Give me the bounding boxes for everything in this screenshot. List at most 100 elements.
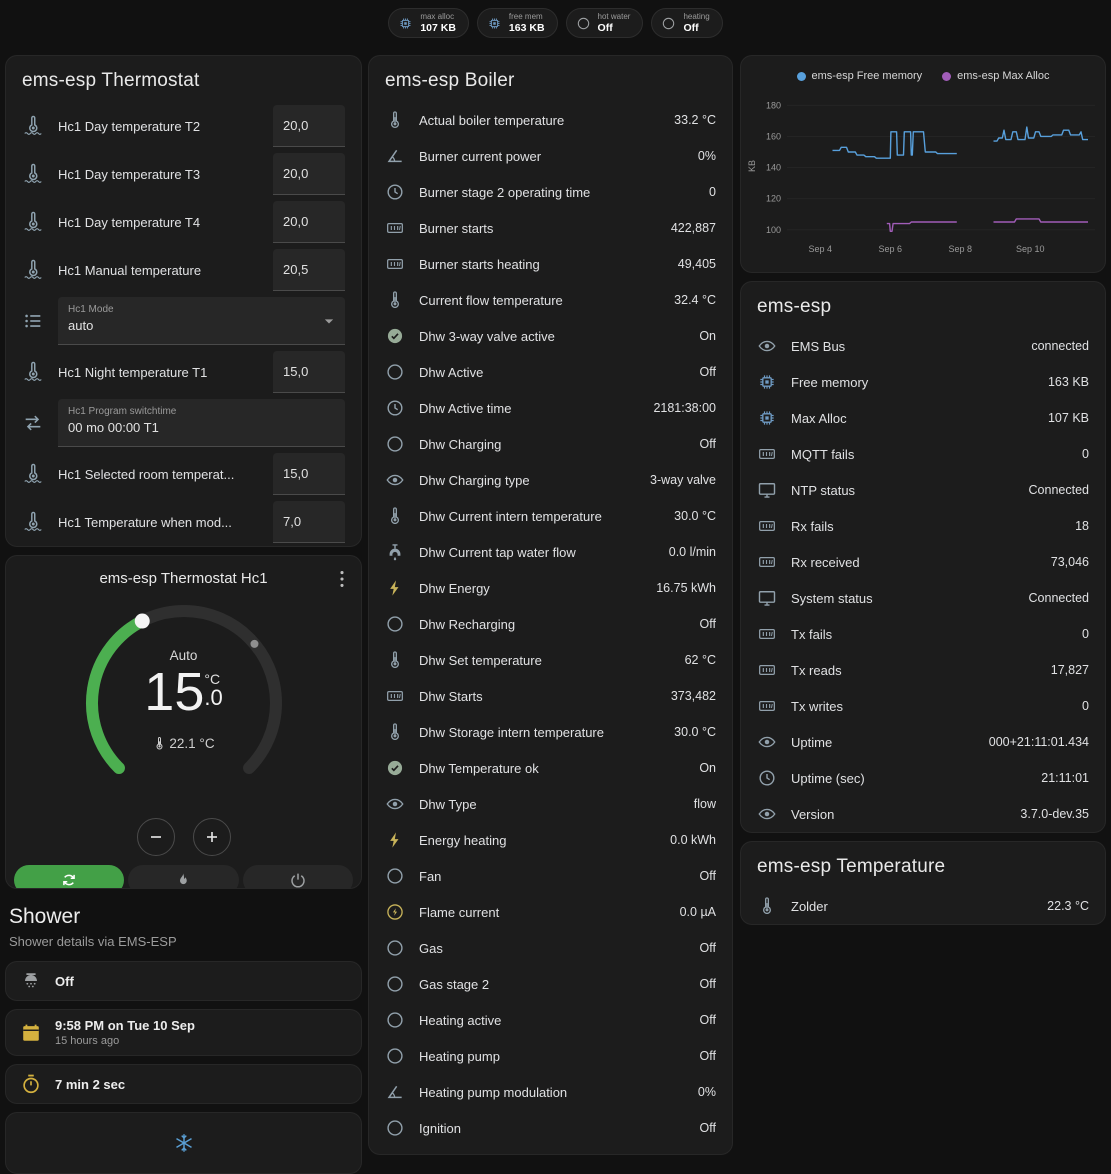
entity-row[interactable]: Gas Off (369, 930, 732, 966)
counter-icon (757, 660, 777, 680)
entity-row[interactable]: Fan Off (369, 858, 732, 894)
number-input[interactable] (273, 453, 345, 495)
entity-row[interactable]: Burner stage 2 operating time 0 (369, 174, 732, 210)
entity-row[interactable]: System status Connected (741, 580, 1105, 616)
entity-row: Hc1 Mode auto (6, 294, 361, 348)
entity-row[interactable]: Dhw Charging type 3-way valve (369, 462, 732, 498)
entity-row[interactable]: Rx received 73,046 (741, 544, 1105, 580)
entity-row[interactable]: Dhw Current tap water flow 0.0 l/min (369, 534, 732, 570)
entity-row[interactable]: Dhw Set temperature 62 °C (369, 642, 732, 678)
entity-row[interactable]: Dhw Current intern temperature 30.0 °C (369, 498, 732, 534)
number-input[interactable] (273, 201, 345, 243)
memory-history-chart: 100 120 140 160 180 Sep 4 Sep 6 Sep 8 Sep 10 KB (747, 100, 1095, 254)
number-input[interactable] (273, 501, 345, 543)
entity-row[interactable]: Dhw Temperature ok On (369, 750, 732, 786)
entity-label: Tx writes (791, 698, 843, 714)
dial-handle[interactable] (134, 613, 150, 629)
chart-series-line (993, 218, 1088, 223)
header-chip[interactable]: hot water Off (565, 8, 644, 38)
entity-row[interactable]: Burner current power 0% (369, 138, 732, 174)
entity-row[interactable]: Dhw Starts 373,482 (369, 678, 732, 714)
boiler-card: ems-esp Boiler Actual boiler temperature… (368, 55, 733, 1155)
entity-row[interactable]: Uptime 000+21:11:01.434 (741, 724, 1105, 760)
circle-outline-icon (385, 1118, 405, 1138)
increase-temp-button[interactable] (192, 818, 231, 856)
shower-info-card[interactable]: 9:58 PM on Tue 10 Sep 15 hours ago (5, 1009, 362, 1056)
entity-row[interactable]: Flame current 0.0 µA (369, 894, 732, 930)
number-input[interactable] (273, 249, 345, 291)
entity-row[interactable]: Energy heating 0.0 kWh (369, 822, 732, 858)
entity-value: 163 KB (1047, 375, 1089, 389)
entity-row[interactable]: Ignition Off (369, 1110, 732, 1146)
shower-info-card[interactable]: 7 min 2 sec (5, 1064, 362, 1104)
entity-row[interactable]: Tx writes 0 (741, 688, 1105, 724)
off-mode-button[interactable] (242, 865, 353, 888)
thermometer-water-icon (22, 259, 44, 281)
heat-mode-button[interactable] (128, 865, 239, 888)
entity-row[interactable]: MQTT fails 0 (741, 436, 1105, 472)
entity-row[interactable]: EMS Bus connected (741, 328, 1105, 364)
temperature-entity-rows: Zolder 22.3 °C (741, 888, 1105, 924)
entity-label: Hc1 Night temperature T1 (58, 364, 208, 380)
header-chip[interactable]: free mem 163 KB (476, 8, 558, 38)
entity-row[interactable]: Burner starts 422,887 (369, 210, 732, 246)
number-input[interactable] (273, 105, 345, 147)
header-chip[interactable]: max alloc 107 KB (388, 8, 469, 38)
entity-row[interactable]: Zolder 22.3 °C (741, 888, 1105, 924)
free-memory-legend-item[interactable]: ems-esp Free memory (796, 70, 922, 82)
entity-row[interactable]: Dhw Storage intern temperature 30.0 °C (369, 714, 732, 750)
header-chip[interactable]: heating Off (651, 8, 723, 38)
entity-row[interactable]: Rx fails 18 (741, 508, 1105, 544)
entity-row[interactable]: Dhw Type flow (369, 786, 732, 822)
entity-row[interactable]: Free memory 163 KB (741, 364, 1105, 400)
svg-text:160: 160 (766, 131, 781, 141)
entity-row[interactable]: Heating pump modulation 0% (369, 1074, 732, 1110)
thermostat-dial[interactable]: Auto 15 °C .0 22.1 °C (69, 588, 299, 818)
entity-row[interactable]: Current flow temperature 32.4 °C (369, 282, 732, 318)
text-input[interactable]: Hc1 Program switchtime 00 mo 00:00 T1 (58, 399, 345, 447)
max-alloc-legend-item[interactable]: ems-esp Max Alloc (942, 70, 1049, 82)
chart-series-line (993, 126, 1088, 142)
field-label: Hc1 Mode (68, 304, 114, 315)
entity-row[interactable]: Gas stage 2 Off (369, 966, 732, 1002)
entity-row[interactable]: Dhw Energy 16.75 kWh (369, 570, 732, 606)
entity-value: Off (699, 1121, 716, 1135)
entity-row[interactable]: Heating pump Off (369, 1038, 732, 1074)
entity-row[interactable]: Uptime (sec) 21:11:01 (741, 760, 1105, 796)
circle-outline-icon (385, 866, 405, 886)
dial-target-temperature: 15 °C .0 (69, 664, 299, 721)
frost-card[interactable] (5, 1112, 362, 1174)
snowflake-icon (173, 1132, 195, 1154)
entity-row[interactable]: Dhw Active Off (369, 354, 732, 390)
entity-row[interactable]: NTP status Connected (741, 472, 1105, 508)
entity-row[interactable]: Actual boiler temperature 33.2 °C (369, 102, 732, 138)
entity-row[interactable]: Max Alloc 107 KB (741, 400, 1105, 436)
number-input[interactable] (273, 351, 345, 393)
thermometer-icon (385, 506, 405, 526)
dots-vertical-icon[interactable] (331, 568, 353, 590)
entity-row[interactable]: Dhw Charging Off (369, 426, 732, 462)
auto-mode-button[interactable] (14, 865, 125, 888)
counter-icon (385, 254, 405, 274)
chip-value: 163 KB (508, 21, 545, 34)
entity-row[interactable]: Dhw Active time 2181:38:00 (369, 390, 732, 426)
entity-label: Dhw Charging type (419, 472, 530, 488)
clock-icon (385, 398, 405, 418)
shower-info-card[interactable]: Off (5, 961, 362, 1001)
entity-row[interactable]: Tx reads 17,827 (741, 652, 1105, 688)
decrease-temp-button[interactable] (136, 818, 175, 856)
entity-row[interactable]: Tx fails 0 (741, 616, 1105, 652)
entity-row[interactable]: Dhw Recharging Off (369, 606, 732, 642)
mode-select[interactable]: Hc1 Mode auto (58, 297, 345, 345)
entity-label: Heating active (419, 1012, 502, 1028)
entity-row[interactable]: Heating active Off (369, 1002, 732, 1038)
entity-row[interactable]: Burner starts heating 49,405 (369, 246, 732, 282)
number-input[interactable] (273, 153, 345, 195)
entity-value: 73,046 (1050, 555, 1089, 569)
entity-row[interactable]: Version 3.7.0-dev.35 (741, 796, 1105, 832)
eye-icon (757, 732, 777, 752)
shower-card-primary: Off (55, 973, 74, 989)
entity-label: Fan (419, 868, 442, 884)
entity-value: Off (699, 365, 716, 379)
entity-row[interactable]: Dhw 3-way valve active On (369, 318, 732, 354)
